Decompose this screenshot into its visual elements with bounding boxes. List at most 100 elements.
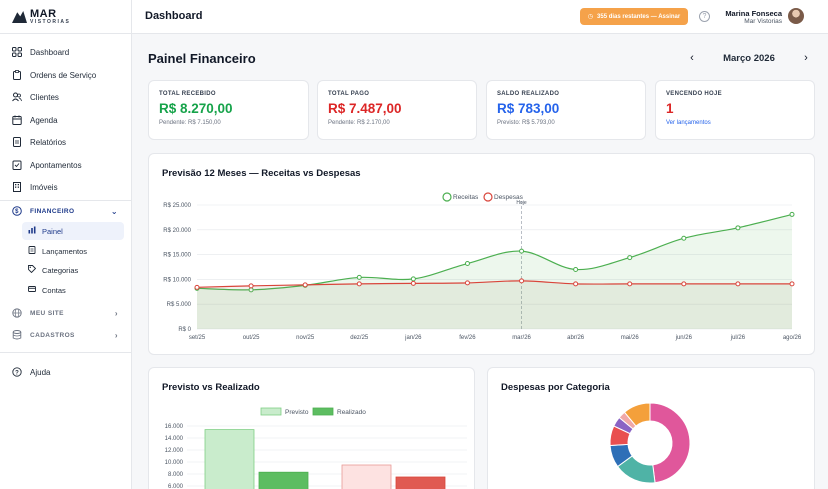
y-tick-label: R$ 10.000 (163, 277, 191, 283)
chevron-right-icon[interactable]: › (804, 52, 808, 64)
data-point (302, 282, 308, 288)
x-tick-label: ago/26 (783, 335, 802, 341)
chart-title: Previsão 12 Meses — Receitas vs Despesas (162, 168, 361, 179)
kpi-label: SALDO REALIZADO (497, 91, 560, 97)
x-tick-label: abr/26 (567, 335, 585, 341)
chart-icon (28, 226, 36, 236)
sidebar-item-lancamentos[interactable]: Lançamentos (22, 242, 124, 260)
sidebar: MAR VISTORIAS Dashboard Ordens de Serviç… (0, 0, 132, 489)
x-tick-label: set/25 (189, 335, 206, 341)
sidebar-item-label: Categorias (42, 265, 79, 275)
brand-name: MAR (30, 8, 57, 20)
mountain-icon (12, 11, 27, 23)
sidebar-item-label: Apontamentos (30, 160, 82, 170)
group-label: CADASTROS (30, 331, 75, 339)
group-label: MEU SITE (30, 309, 64, 317)
planned-vs-actual-card: Previsto vs Realizado 6.000 8.000 10.000 12… (148, 367, 475, 489)
legend-marker (442, 192, 452, 202)
chart-title: Previsto vs Realizado (162, 382, 260, 393)
kpi-value: R$ 783,00 (497, 101, 560, 116)
chevron-left-icon[interactable]: ‹ (690, 52, 694, 64)
users-icon (12, 92, 22, 102)
kpi-sub: Previsto: R$ 5.793,00 (497, 120, 555, 126)
sidebar-group-cadastros[interactable]: CADASTROS › (12, 328, 118, 342)
doc-icon (28, 246, 36, 256)
help-icon[interactable]: ? (699, 11, 710, 22)
data-point (735, 281, 741, 287)
data-point (789, 281, 795, 287)
data-point (789, 211, 795, 217)
sidebar-item-ajuda[interactable]: ? Ajuda (12, 362, 124, 382)
sidebar-item-painel[interactable]: Painel (22, 222, 124, 240)
grid-icon (12, 47, 22, 57)
kpi-label: TOTAL PAGO (328, 91, 370, 97)
avatar[interactable] (788, 8, 804, 24)
sidebar-item-categorias[interactable]: Categorias (22, 261, 124, 279)
data-point (410, 280, 416, 286)
chart-title: Despesas por Categoria (501, 382, 610, 393)
pie-slice (649, 402, 691, 484)
chevron-right-icon: › (114, 308, 118, 318)
kpi-label: VENCENDO HOJE (666, 91, 722, 97)
data-point (573, 266, 579, 272)
y-tick-label: 14.000 (165, 436, 184, 442)
data-point (573, 281, 579, 287)
planned-vs-actual-chart: 6.000 8.000 10.000 12.000 14.000 16.000 Previs… (165, 407, 467, 489)
bar (341, 464, 392, 489)
kpi-sub: Pendente: R$ 2.170,00 (328, 120, 390, 126)
kpi-card-pago: TOTAL PAGO R$ 7.487,00 Pendente: R$ 2.17… (317, 80, 477, 140)
data-point (627, 255, 633, 261)
y-tick-label: 8.000 (168, 472, 184, 478)
subscription-button[interactable]: ◷ 355 dias restantes — Assinar (580, 8, 688, 25)
panel-title: Painel Financeiro (148, 51, 256, 66)
sidebar-group-financeiro[interactable]: $ FINANCEIRO ⌄ (12, 204, 118, 218)
data-point (681, 235, 687, 241)
sidebar-item-dashboard[interactable]: Dashboard (12, 42, 124, 62)
sidebar-group-meu-site[interactable]: MEU SITE › (12, 306, 118, 320)
sidebar-divider (0, 352, 131, 353)
sidebar-item-apontamentos[interactable]: Apontamentos (12, 155, 124, 175)
y-tick-label: 6.000 (168, 484, 184, 489)
sidebar-item-clientes[interactable]: Clientes (12, 87, 124, 107)
sidebar-item-label: Agenda (30, 115, 58, 125)
bar (258, 471, 309, 489)
chevron-right-icon: › (114, 330, 118, 340)
data-point (356, 281, 362, 287)
sidebar-item-label: Relatórios (30, 137, 67, 147)
data-point (627, 281, 633, 287)
report-icon (12, 137, 22, 147)
tag-icon (28, 265, 37, 275)
x-tick-label: fev/26 (459, 335, 476, 341)
legend-label: Realizado (337, 409, 366, 416)
dollar-icon: $ (12, 206, 22, 216)
sidebar-item-label: Clientes (30, 92, 59, 102)
sidebar-item-label: Contas (42, 285, 66, 295)
subscription-label: 355 dias restantes — Assinar (597, 13, 681, 20)
y-tick-label: 10.000 (165, 460, 184, 466)
kpi-card-vencendo: VENCENDO HOJE 1 Ver lançamentos (655, 80, 815, 140)
expenses-by-category-card: Despesas por Categoria (487, 367, 815, 489)
svg-text:?: ? (15, 370, 19, 376)
data-point (464, 280, 470, 286)
series-line (196, 213, 793, 291)
legend-marker (483, 192, 493, 202)
data-point (681, 281, 687, 287)
card-icon (28, 285, 36, 295)
note-icon (12, 160, 22, 170)
brand-logo[interactable]: MAR VISTORIAS (12, 9, 70, 25)
sidebar-item-ordens[interactable]: Ordens de Serviço (12, 65, 124, 85)
sidebar-item-relatorios[interactable]: Relatórios (12, 132, 124, 152)
x-tick-label: jun/26 (675, 335, 693, 341)
data-point (464, 261, 470, 267)
y-tick-label: 16.000 (165, 424, 184, 430)
x-tick-label: mar/26 (512, 335, 531, 341)
x-tick-label: jan/26 (404, 335, 422, 341)
y-tick-label: 12.000 (165, 448, 184, 454)
sidebar-item-imoveis[interactable]: Imóveis (12, 177, 124, 197)
view-entries-link[interactable]: Ver lançamentos (666, 120, 711, 126)
building-icon (12, 182, 22, 192)
sidebar-item-contas[interactable]: Contas (22, 281, 124, 299)
sidebar-item-agenda[interactable]: Agenda (12, 110, 124, 130)
calendar-icon (12, 115, 22, 125)
y-tick-label: R$ 25.000 (163, 203, 191, 209)
